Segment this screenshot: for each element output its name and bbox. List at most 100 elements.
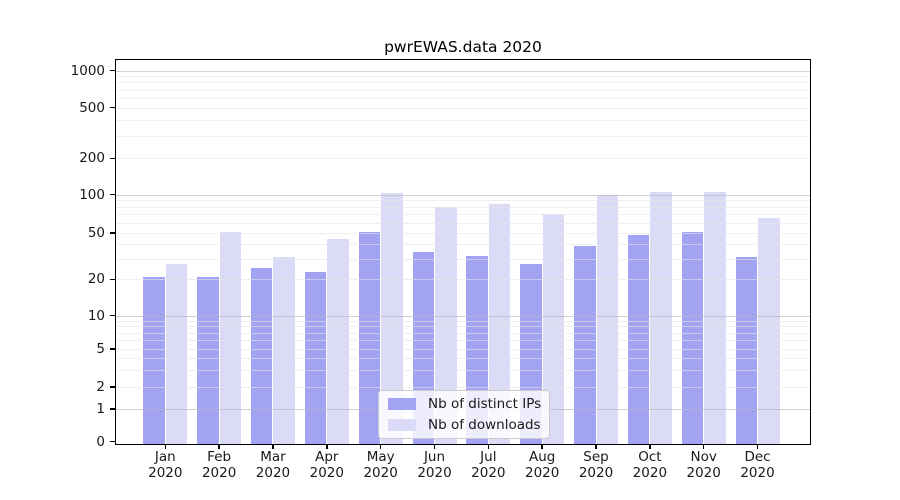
y-axis-tick-label: 0 — [96, 433, 105, 450]
x-axis-tick — [756, 444, 759, 450]
x-axis-tick — [649, 444, 651, 450]
y-axis-tick — [110, 232, 115, 234]
x-axis-tick-label: Feb 2020 — [201, 449, 237, 481]
bar-feb-distinct-ips — [197, 276, 219, 444]
y-axis-tick-label: 10 — [87, 307, 105, 324]
y-axis-tick-label: 50 — [87, 225, 105, 241]
major-gridline — [115, 70, 811, 72]
bar-apr-downloads — [327, 239, 349, 444]
bar-may-distinct-ips — [358, 231, 381, 444]
x-axis-tick-label: Mar 2020 — [255, 449, 291, 481]
bar-oct-distinct-ips — [627, 235, 650, 444]
x-axis-tick-label: Aug 2020 — [524, 449, 560, 481]
y-axis-tick-label: 20 — [87, 271, 105, 288]
minor-gridline — [115, 370, 811, 372]
y-axis-tick — [110, 408, 115, 410]
y-axis-tick — [110, 348, 115, 350]
minor-gridline — [115, 158, 811, 160]
x-axis-tick-label: Nov 2020 — [686, 449, 721, 481]
legend-item-downloads: Nb of downloads — [387, 417, 541, 433]
y-axis-tick — [110, 157, 115, 159]
minor-gridline — [115, 76, 811, 78]
major-gridline — [115, 194, 811, 196]
bar-dec-distinct-ips — [735, 257, 758, 444]
major-gridline — [115, 315, 811, 317]
bar-jul-downloads — [488, 203, 511, 444]
legend-label-distinct-ips: Nb of distinct IPs — [428, 396, 542, 412]
x-axis-tick — [379, 444, 382, 450]
y-axis-tick-label: 1000 — [70, 62, 105, 79]
x-axis-tick-label: Dec 2020 — [740, 449, 775, 481]
bar-sep-downloads — [596, 194, 619, 444]
minor-gridline — [115, 214, 811, 216]
x-axis-tick-label: May 2020 — [363, 449, 398, 481]
minor-gridline — [115, 349, 811, 350]
bar-sep-distinct-ips — [574, 245, 596, 444]
legend-label-downloads: Nb of downloads — [428, 417, 541, 433]
minor-gridline — [115, 89, 811, 91]
minor-gridline — [115, 97, 811, 99]
x-axis-tick-label: Jan 2020 — [148, 449, 183, 481]
minor-gridline — [115, 222, 811, 224]
minor-gridline — [115, 119, 811, 121]
minor-gridline — [115, 244, 811, 246]
y-axis-tick — [110, 440, 115, 443]
minor-gridline — [115, 387, 811, 388]
y-axis-tick — [110, 193, 115, 196]
minor-gridline — [115, 332, 811, 334]
x-axis-tick — [272, 444, 274, 450]
bar-jun-downloads — [435, 206, 457, 444]
bar-feb-downloads — [219, 231, 242, 444]
x-axis-tick-label: Jul 2020 — [471, 449, 506, 481]
minor-gridline — [115, 82, 811, 84]
bar-jan-distinct-ips — [143, 276, 165, 444]
bar-oct-downloads — [650, 191, 672, 444]
legend-swatch-distinct-ips — [388, 398, 416, 410]
minor-gridline — [115, 258, 811, 260]
x-axis-tick — [433, 444, 436, 450]
x-axis-tick — [595, 444, 597, 450]
x-axis-tick — [703, 444, 705, 450]
y-axis-tick-label: 500 — [79, 99, 105, 116]
minor-gridline — [115, 107, 811, 109]
y-axis-tick — [110, 278, 115, 280]
x-axis-tick-label: Jun 2020 — [417, 449, 452, 481]
minor-gridline — [115, 200, 811, 202]
bar-mar-downloads — [273, 257, 295, 444]
bar-jan-downloads — [165, 264, 188, 444]
y-axis-tick — [110, 106, 115, 109]
y-axis-tick — [110, 69, 115, 72]
legend-swatch-downloads — [388, 419, 416, 431]
x-axis-tick-label: Sep 2020 — [578, 449, 614, 481]
y-axis-tick-label: 1 — [96, 401, 105, 417]
x-axis-tick — [326, 444, 328, 450]
x-axis-tick-label: Oct 2020 — [632, 449, 668, 481]
x-axis-tick — [218, 444, 220, 450]
bar-apr-distinct-ips — [304, 272, 327, 444]
x-axis-tick — [541, 444, 543, 450]
y-axis-tick — [110, 386, 115, 388]
x-axis-tick — [487, 444, 490, 450]
bar-may-downloads — [381, 193, 403, 444]
x-axis-tick-label: Apr 2020 — [309, 449, 344, 481]
bar-aug-downloads — [542, 213, 565, 444]
y-axis-tick-label: 5 — [96, 341, 105, 357]
minor-gridline — [115, 320, 811, 322]
bar-mar-distinct-ips — [250, 268, 273, 444]
minor-gridline — [115, 233, 811, 234]
y-axis-tick-label: 100 — [79, 186, 105, 203]
minor-gridline — [115, 279, 811, 281]
x-axis-tick — [164, 444, 166, 450]
y-axis-tick-label: 200 — [79, 150, 105, 167]
chart-title: pwrEWAS.data 2020 — [384, 38, 542, 56]
y-axis-tick — [110, 314, 115, 317]
bar-nov-distinct-ips — [681, 231, 704, 444]
bar-nov-downloads — [704, 191, 726, 444]
minor-gridline — [115, 206, 811, 208]
minor-gridline — [115, 326, 811, 328]
y-axis-tick-label: 2 — [96, 379, 105, 395]
minor-gridline — [115, 135, 811, 137]
legend-box: Nb of distinct IPs Nb of downloads — [378, 390, 550, 439]
minor-gridline — [115, 358, 811, 360]
